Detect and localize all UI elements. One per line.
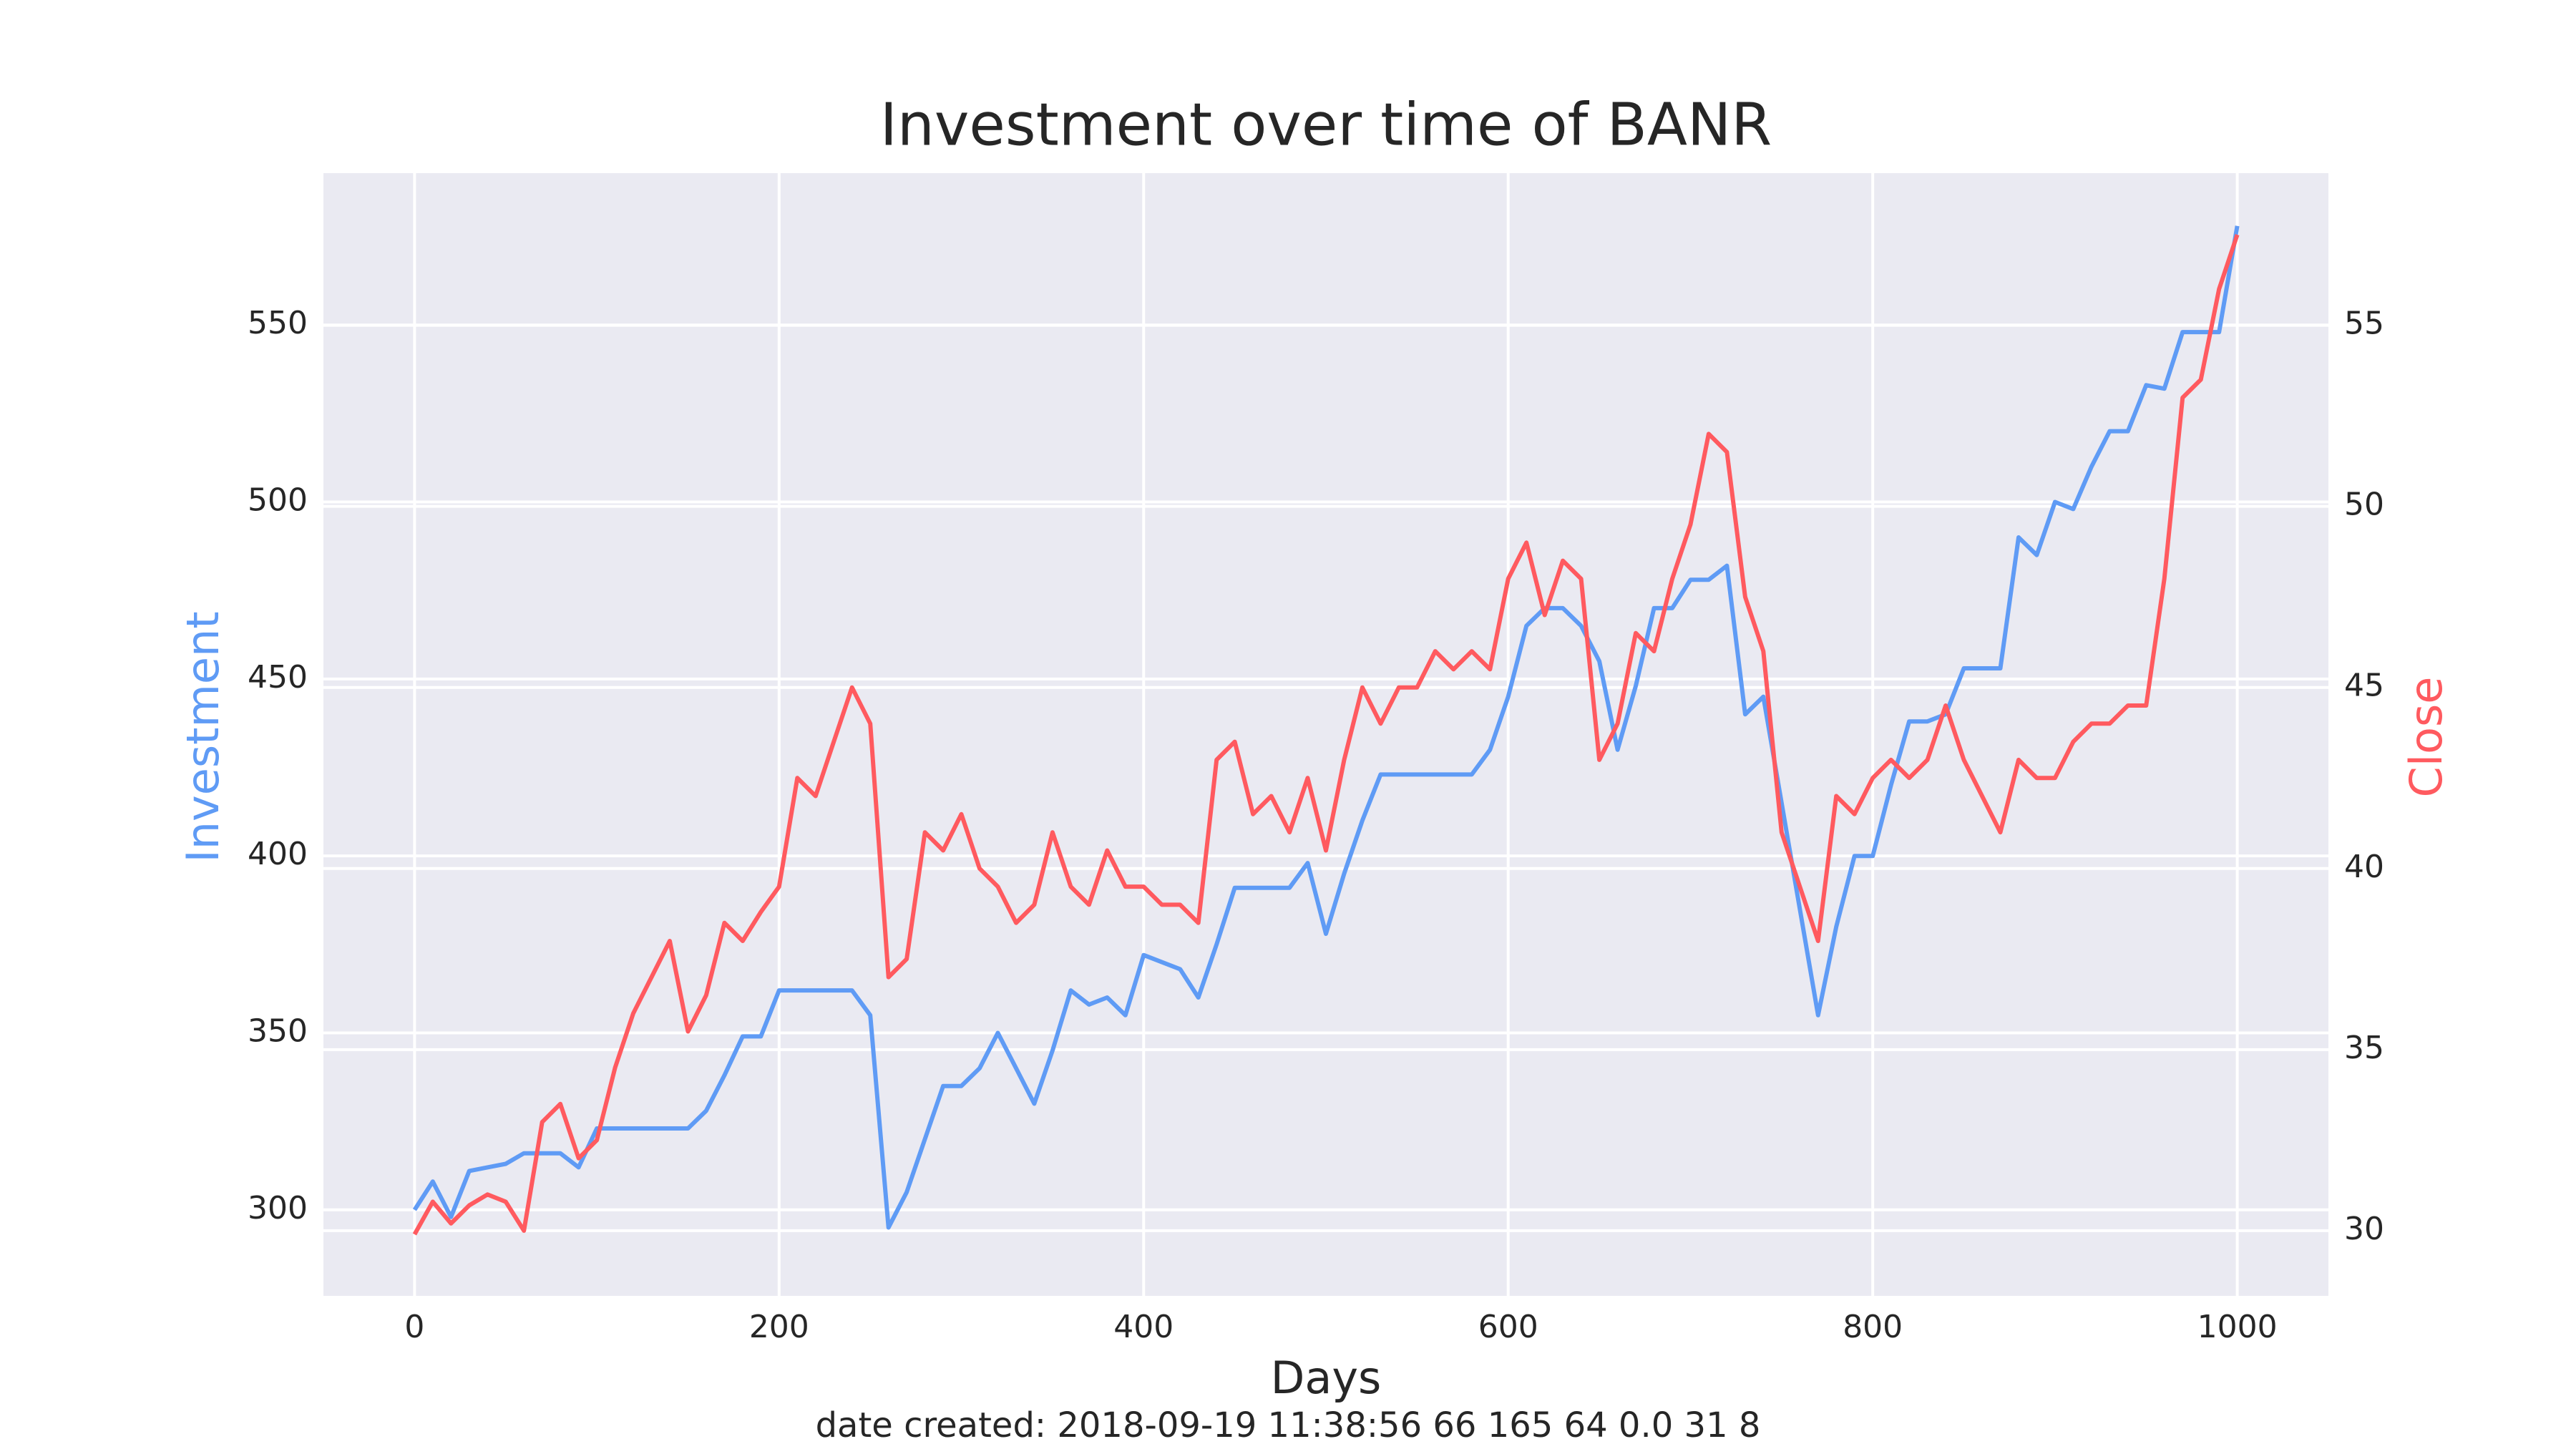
- x-tick-label: 600: [1478, 1309, 1538, 1345]
- y2-tick-label: 35: [2344, 1030, 2384, 1066]
- y-tick-label: 400: [248, 836, 308, 872]
- footnote: date created: 2018-09-19 11:38:56 66 165…: [816, 1405, 1761, 1445]
- x-tick-label: 0: [404, 1309, 424, 1345]
- x-tick-label: 200: [749, 1309, 809, 1345]
- line-series: [412, 225, 2240, 1230]
- y2-tick-label: 30: [2344, 1211, 2384, 1247]
- y-tick-label: 300: [248, 1190, 308, 1226]
- x-tick-label: 1000: [2197, 1309, 2278, 1345]
- plot-background: [323, 173, 2328, 1296]
- y2-tick-label: 55: [2344, 306, 2384, 342]
- y2-tick-label: 50: [2344, 487, 2384, 523]
- y-tick-label: 350: [248, 1013, 308, 1049]
- y-tick-label: 500: [248, 482, 308, 519]
- y-axis-label: Investment: [177, 611, 229, 862]
- chart-title: Investment over time of BANR: [880, 91, 1772, 159]
- x-tick-label: 800: [1843, 1309, 1903, 1345]
- y2-tick-label: 40: [2344, 849, 2384, 885]
- line-series: [412, 234, 2240, 1236]
- x-axis-label: Days: [1271, 1352, 1382, 1404]
- y-tick-label: 550: [248, 305, 308, 341]
- y2-tick-label: 45: [2344, 668, 2384, 704]
- x-tick-label: 400: [1113, 1309, 1174, 1345]
- y2-axis-label: Close: [2400, 677, 2452, 798]
- y-tick-label: 450: [248, 659, 308, 696]
